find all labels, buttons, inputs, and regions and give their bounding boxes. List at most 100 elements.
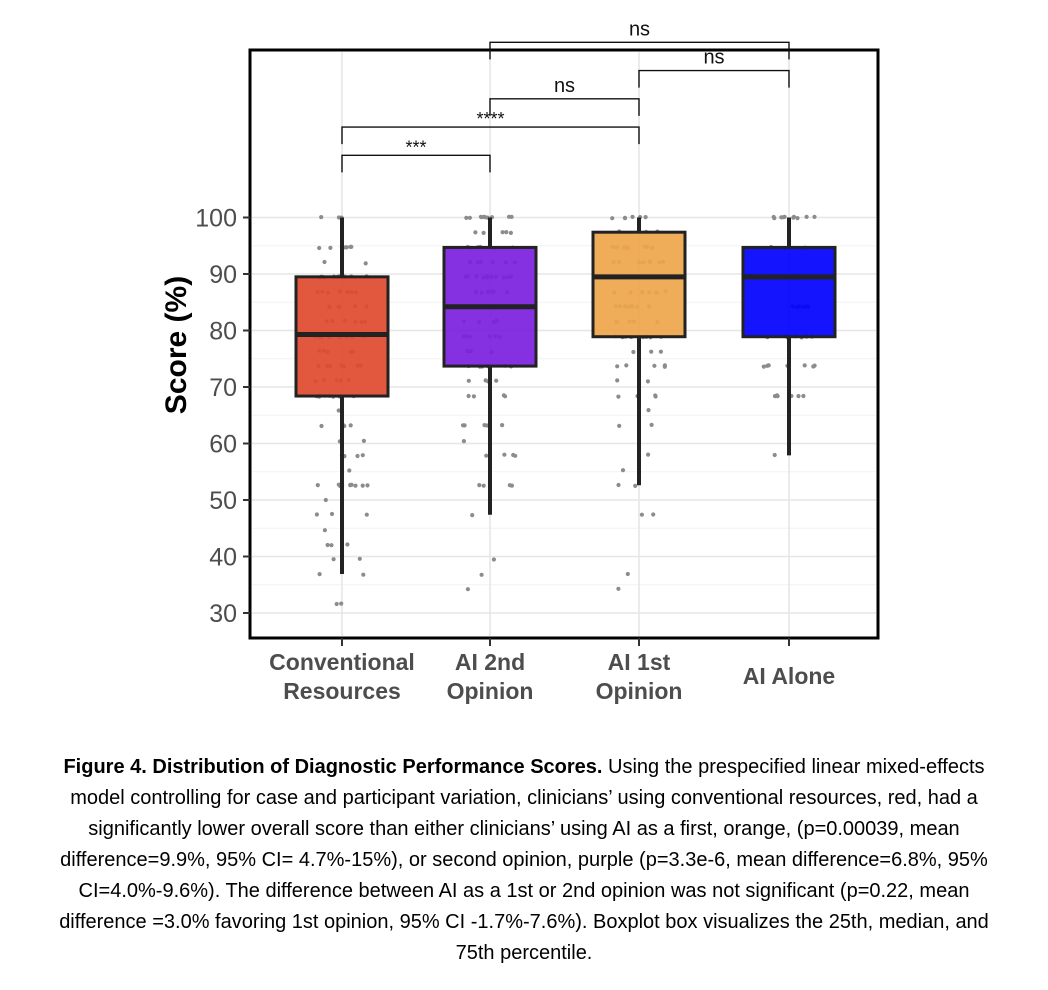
data-point bbox=[328, 245, 333, 250]
data-point bbox=[615, 364, 620, 369]
data-point bbox=[625, 571, 630, 577]
data-point bbox=[466, 378, 471, 383]
data-point bbox=[322, 259, 327, 265]
data-point bbox=[477, 483, 482, 488]
data-point bbox=[334, 601, 339, 607]
data-point bbox=[649, 349, 654, 354]
data-point bbox=[462, 423, 467, 428]
data-point bbox=[791, 215, 796, 220]
data-point bbox=[319, 423, 324, 429]
data-point bbox=[630, 214, 635, 219]
data-point bbox=[345, 542, 350, 547]
data-point bbox=[771, 214, 776, 220]
data-point bbox=[465, 587, 470, 592]
boxes bbox=[294, 217, 837, 575]
x-tick-label: Resources bbox=[283, 678, 401, 704]
data-point bbox=[461, 439, 466, 444]
data-point bbox=[325, 542, 330, 548]
data-point bbox=[653, 394, 658, 399]
data-point bbox=[651, 512, 656, 517]
data-point bbox=[491, 557, 496, 562]
data-point bbox=[643, 215, 648, 220]
data-point bbox=[353, 483, 358, 488]
data-point bbox=[500, 230, 505, 235]
data-point bbox=[483, 378, 488, 383]
data-point bbox=[812, 214, 817, 219]
data-point bbox=[349, 244, 354, 249]
data-point bbox=[348, 423, 353, 428]
data-point bbox=[796, 394, 801, 399]
y-tick-label: 80 bbox=[209, 318, 237, 346]
data-point bbox=[502, 452, 507, 457]
y-axis-label: Score (%) bbox=[160, 276, 193, 414]
data-point bbox=[504, 230, 509, 235]
data-point bbox=[500, 423, 505, 428]
data-point bbox=[511, 452, 516, 458]
data-point bbox=[317, 245, 322, 251]
box bbox=[591, 230, 687, 339]
x-tick-label: AI 2nd bbox=[455, 649, 525, 675]
y-tick-label: 30 bbox=[209, 600, 237, 628]
data-point bbox=[343, 245, 348, 250]
data-point bbox=[470, 513, 475, 518]
y-tick-label: 100 bbox=[195, 205, 237, 233]
y-tick-label: 60 bbox=[209, 431, 237, 459]
data-point bbox=[624, 363, 629, 368]
x-tick-label: AI 1st bbox=[608, 649, 671, 675]
data-point bbox=[615, 378, 620, 383]
data-point bbox=[484, 423, 489, 428]
y-tick-label: 50 bbox=[209, 487, 237, 515]
caption-body: Using the prespecified linear mixed-effe… bbox=[59, 756, 989, 964]
data-point bbox=[363, 261, 368, 266]
significance-label: ns bbox=[629, 18, 650, 40]
y-tick-label: 90 bbox=[209, 261, 237, 289]
box bbox=[741, 245, 837, 339]
data-point bbox=[317, 572, 322, 577]
data-point bbox=[804, 214, 809, 219]
data-point bbox=[646, 408, 651, 413]
data-point bbox=[464, 215, 469, 220]
data-point bbox=[765, 363, 770, 368]
significance-label: *** bbox=[405, 137, 426, 157]
significance-bracket bbox=[489, 98, 640, 116]
data-point bbox=[355, 453, 360, 459]
data-point bbox=[329, 511, 335, 517]
data-point bbox=[779, 215, 784, 220]
x-tick-label: AI Alone bbox=[743, 663, 835, 689]
data-point bbox=[364, 512, 369, 517]
data-point bbox=[360, 453, 365, 458]
data-point bbox=[467, 215, 472, 220]
data-point bbox=[473, 230, 478, 235]
data-point bbox=[508, 230, 513, 235]
data-point bbox=[507, 483, 512, 488]
data-point bbox=[617, 423, 622, 428]
data-point bbox=[761, 364, 766, 369]
data-point bbox=[616, 482, 621, 488]
data-point bbox=[361, 572, 366, 577]
significance-bracket bbox=[341, 126, 640, 145]
data-point bbox=[471, 394, 476, 399]
data-point bbox=[481, 483, 486, 488]
data-point bbox=[481, 230, 486, 235]
data-point bbox=[336, 215, 341, 220]
y-tick-label: 70 bbox=[209, 374, 237, 402]
x-tick-label: Opinion bbox=[596, 678, 683, 704]
x-tick-label: Conventional bbox=[269, 649, 415, 675]
data-point bbox=[649, 422, 654, 427]
data-point bbox=[357, 556, 362, 561]
data-point bbox=[331, 557, 336, 562]
data-point bbox=[329, 543, 334, 548]
data-point bbox=[494, 378, 499, 383]
data-point bbox=[479, 215, 484, 220]
significance-label: **** bbox=[476, 109, 504, 129]
data-point bbox=[314, 512, 319, 517]
data-point bbox=[658, 349, 664, 354]
significance-bracket bbox=[489, 41, 790, 60]
plot-panel-border bbox=[248, 48, 880, 640]
data-point bbox=[360, 483, 365, 488]
data-point bbox=[466, 393, 471, 399]
significance-bracket bbox=[341, 154, 491, 173]
data-point bbox=[323, 497, 328, 503]
data-point bbox=[365, 483, 370, 488]
